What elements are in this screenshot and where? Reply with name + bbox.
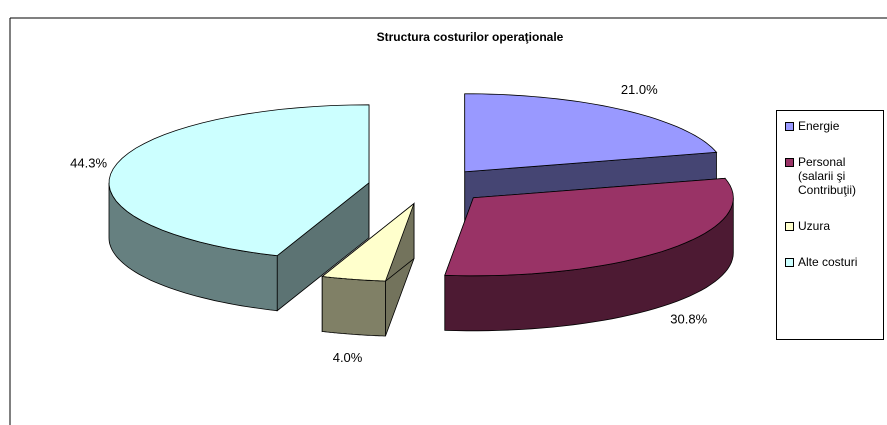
legend-label: Energie bbox=[798, 119, 840, 133]
legend-swatch bbox=[785, 258, 794, 267]
chart-title: Structura costurilor operaţionale bbox=[377, 30, 564, 44]
legend-swatch bbox=[785, 158, 794, 167]
slice-side bbox=[321, 276, 386, 337]
slice bbox=[444, 177, 734, 277]
legend-item: Energie bbox=[785, 119, 879, 133]
data-label: 30.8% bbox=[670, 312, 707, 327]
legend-swatch bbox=[785, 122, 794, 131]
legend-label: Personal (salarii şi Contribuţii) bbox=[798, 155, 857, 197]
legend-label: Uzura bbox=[798, 219, 831, 233]
legend-label: Alte costuri bbox=[798, 255, 858, 269]
legend: Energie Personal (salarii şi Contribuţii)… bbox=[776, 110, 884, 340]
legend-item: Uzura bbox=[785, 219, 879, 233]
slice bbox=[464, 93, 718, 173]
slice bbox=[108, 104, 370, 257]
legend-item: Personal (salarii şi Contribuţii) bbox=[785, 155, 879, 197]
slice bbox=[321, 202, 415, 282]
legend-swatch bbox=[785, 222, 794, 231]
data-label: 4.0% bbox=[333, 350, 363, 365]
legend-item: Alte costuri bbox=[785, 255, 879, 269]
data-label: 21.0% bbox=[621, 82, 658, 97]
data-label: 44.3% bbox=[70, 156, 107, 171]
